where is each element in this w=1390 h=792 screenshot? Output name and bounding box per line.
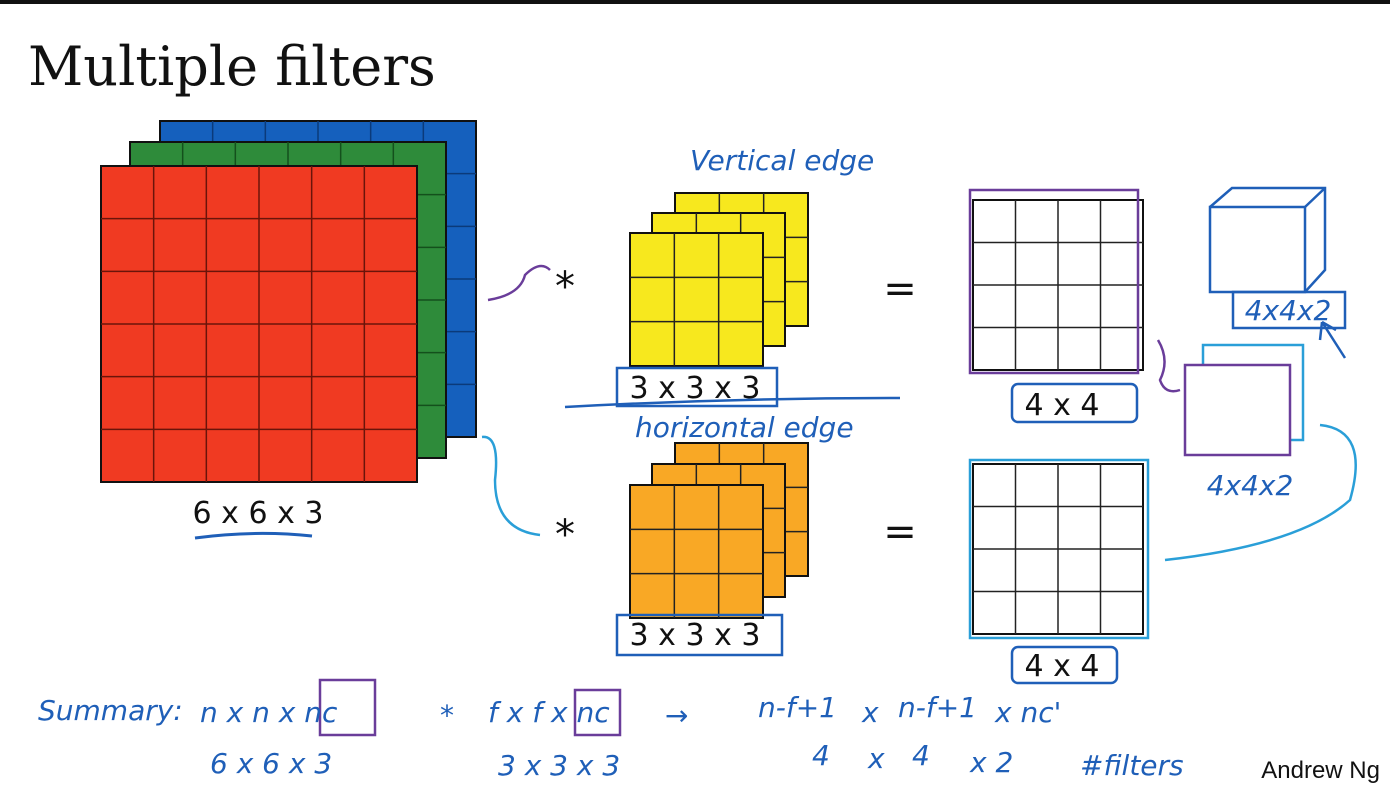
label-box [615,366,779,408]
highlight-box [318,678,377,737]
summary-example: 4 [912,739,930,772]
summary-example: 3 x 3 x 3 [498,749,620,782]
label-box [1010,382,1139,424]
equals-op: = [883,509,917,555]
top-bar [0,0,1390,4]
arrow [481,435,541,537]
stack-label: 4x4x2 [1245,294,1332,327]
summary-formula: x [861,696,879,729]
summary-example: 4 [812,739,830,772]
summary-formula: → [665,699,688,732]
output-label: 4 x 4 [1025,388,1100,423]
output-label: 4 x 4 [1025,649,1100,684]
vertical-filter-layer [629,232,764,367]
summary-formula: x nc' [994,696,1061,729]
arrow [1164,423,1357,562]
arrow [1156,339,1181,393]
red-channel [100,165,418,483]
convolve-op: * [555,512,575,558]
input-label: 6 x 6 x 3 [193,496,324,531]
output-grid [972,463,1144,635]
equals-op: = [883,266,917,312]
cube [1208,186,1327,294]
output-outline [968,458,1150,640]
summary-formula: * [440,699,454,732]
highlight-box [573,688,622,737]
summary-example: x [867,742,885,775]
output-grid [972,199,1144,371]
separator [564,396,901,409]
horizontal-filter-layer [629,484,764,619]
filter-annotation: horizontal edge [635,411,854,444]
arrow [487,264,551,302]
title: Multiple filters [28,35,436,98]
output-outline [968,188,1140,375]
summary-example: 6 x 6 x 3 [210,747,332,780]
summary-formula: n-f+1 [758,691,837,724]
convolve-op: * [555,264,575,310]
stack-label: 4x4x2 [1207,469,1294,502]
summary-heading: Summary: [38,694,183,727]
summary-formula: f x f x nc [488,696,610,729]
summary-example: x 2 [969,746,1013,779]
underline [194,531,313,540]
footer: Andrew Ng [1261,757,1380,784]
square [1183,363,1292,457]
label-box [615,613,784,657]
filter-label: 3 x 3 x 3 [630,618,761,653]
label-box [1010,645,1119,685]
summary-formula: n-f+1 [898,691,977,724]
summary-formula: n x n x nc [200,696,338,729]
summary-example: #filters [1080,749,1184,782]
filter-annotation: Vertical edge [690,144,874,177]
